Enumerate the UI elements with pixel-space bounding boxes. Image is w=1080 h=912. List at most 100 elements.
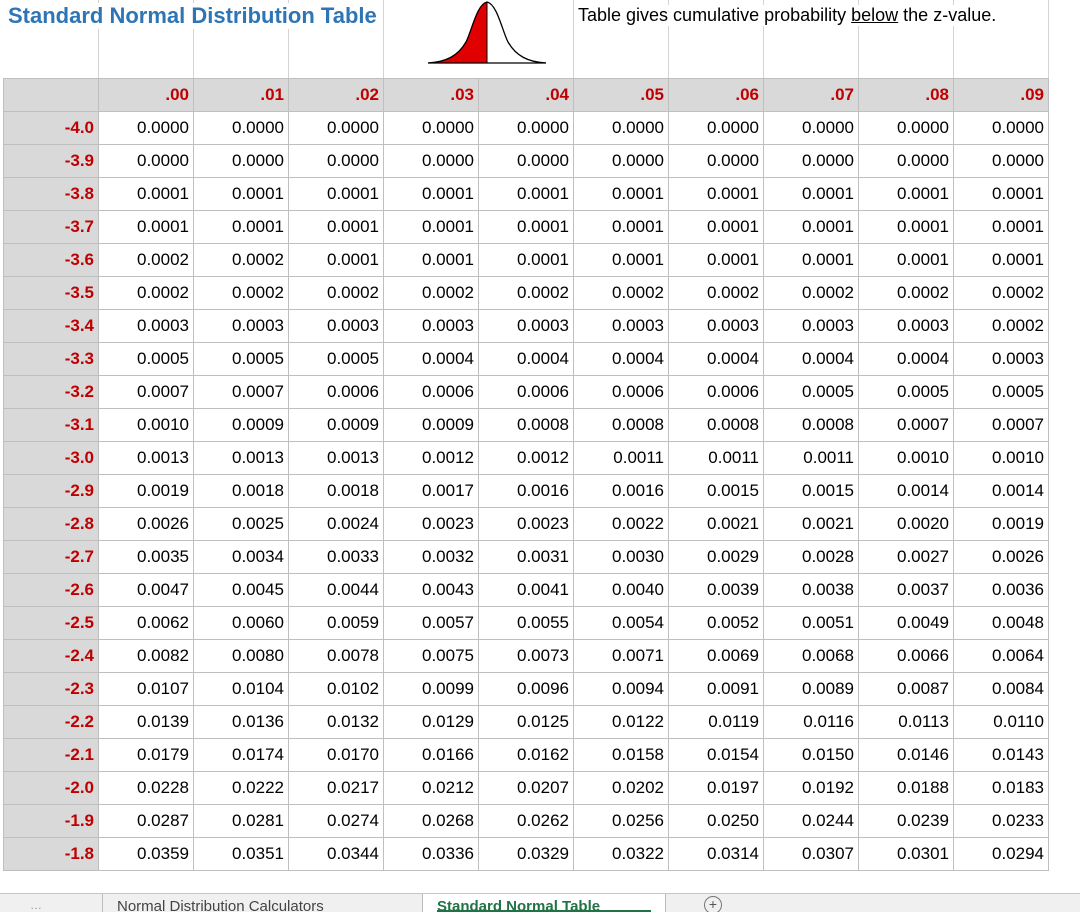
probability-cell[interactable]: 0.0010 — [98, 408, 194, 442]
probability-cell[interactable]: 0.0025 — [193, 507, 289, 541]
probability-cell[interactable]: 0.0054 — [573, 606, 669, 640]
probability-cell[interactable]: 0.0002 — [98, 243, 194, 277]
z-value-cell[interactable]: -2.6 — [3, 573, 99, 607]
probability-cell[interactable]: 0.0001 — [478, 177, 574, 211]
probability-cell[interactable]: 0.0004 — [763, 342, 859, 376]
probability-cell[interactable]: 0.0001 — [98, 210, 194, 244]
probability-cell[interactable]: 0.0008 — [478, 408, 574, 442]
probability-cell[interactable]: 0.0132 — [288, 705, 384, 739]
probability-cell[interactable]: 0.0239 — [858, 804, 954, 838]
probability-cell[interactable]: 0.0052 — [668, 606, 764, 640]
probability-cell[interactable]: 0.0150 — [763, 738, 859, 772]
probability-cell[interactable]: 0.0154 — [668, 738, 764, 772]
probability-cell[interactable]: 0.0009 — [288, 408, 384, 442]
probability-cell[interactable]: 0.0001 — [98, 177, 194, 211]
probability-cell[interactable]: 0.0047 — [98, 573, 194, 607]
z-value-cell[interactable]: -3.4 — [3, 309, 99, 343]
probability-cell[interactable]: 0.0102 — [288, 672, 384, 706]
probability-cell[interactable]: 0.0262 — [478, 804, 574, 838]
probability-cell[interactable]: 0.0110 — [953, 705, 1049, 739]
probability-cell[interactable]: 0.0104 — [193, 672, 289, 706]
probability-cell[interactable]: 0.0007 — [193, 375, 289, 409]
tab-normal-distribution-calculators[interactable]: Normal Distribution Calculators — [102, 894, 408, 912]
probability-cell[interactable]: 0.0001 — [288, 210, 384, 244]
z-value-cell[interactable]: -3.2 — [3, 375, 99, 409]
probability-cell[interactable]: 0.0040 — [573, 573, 669, 607]
probability-cell[interactable]: 0.0009 — [193, 408, 289, 442]
probability-cell[interactable]: 0.0301 — [858, 837, 954, 871]
probability-cell[interactable]: 0.0084 — [953, 672, 1049, 706]
probability-cell[interactable]: 0.0024 — [288, 507, 384, 541]
probability-cell[interactable]: 0.0016 — [478, 474, 574, 508]
probability-cell[interactable]: 0.0001 — [573, 243, 669, 277]
probability-cell[interactable]: 0.0018 — [193, 474, 289, 508]
z-value-cell[interactable]: -3.3 — [3, 342, 99, 376]
probability-cell[interactable]: 0.0146 — [858, 738, 954, 772]
probability-cell[interactable]: 0.0004 — [858, 342, 954, 376]
probability-cell[interactable]: 0.0048 — [953, 606, 1049, 640]
probability-cell[interactable]: 0.0006 — [383, 375, 479, 409]
z-value-cell[interactable]: -3.5 — [3, 276, 99, 310]
probability-cell[interactable]: 0.0001 — [573, 177, 669, 211]
probability-cell[interactable]: 0.0020 — [858, 507, 954, 541]
probability-cell[interactable]: 0.0001 — [383, 243, 479, 277]
probability-cell[interactable]: 0.0000 — [288, 111, 384, 145]
corner-cell[interactable] — [3, 78, 99, 112]
probability-cell[interactable]: 0.0009 — [383, 408, 479, 442]
probability-cell[interactable]: 0.0000 — [288, 144, 384, 178]
probability-cell[interactable]: 0.0075 — [383, 639, 479, 673]
probability-cell[interactable]: 0.0158 — [573, 738, 669, 772]
probability-cell[interactable]: 0.0129 — [383, 705, 479, 739]
probability-cell[interactable]: 0.0001 — [763, 177, 859, 211]
probability-cell[interactable]: 0.0060 — [193, 606, 289, 640]
probability-cell[interactable]: 0.0228 — [98, 771, 194, 805]
probability-cell[interactable]: 0.0023 — [478, 507, 574, 541]
probability-cell[interactable]: 0.0043 — [383, 573, 479, 607]
probability-cell[interactable]: 0.0026 — [98, 507, 194, 541]
probability-cell[interactable]: 0.0005 — [858, 375, 954, 409]
probability-cell[interactable]: 0.0003 — [668, 309, 764, 343]
z-value-cell[interactable]: -1.8 — [3, 837, 99, 871]
z-value-cell[interactable]: -3.7 — [3, 210, 99, 244]
probability-cell[interactable]: 0.0005 — [98, 342, 194, 376]
probability-cell[interactable]: 0.0017 — [383, 474, 479, 508]
probability-cell[interactable]: 0.0022 — [573, 507, 669, 541]
probability-cell[interactable]: 0.0001 — [763, 210, 859, 244]
z-value-cell[interactable]: -2.4 — [3, 639, 99, 673]
z-value-cell[interactable]: -3.6 — [3, 243, 99, 277]
probability-cell[interactable]: 0.0015 — [668, 474, 764, 508]
probability-cell[interactable]: 0.0001 — [383, 177, 479, 211]
probability-cell[interactable]: 0.0029 — [668, 540, 764, 574]
probability-cell[interactable]: 0.0217 — [288, 771, 384, 805]
probability-cell[interactable]: 0.0001 — [858, 210, 954, 244]
probability-cell[interactable]: 0.0314 — [668, 837, 764, 871]
probability-cell[interactable]: 0.0021 — [668, 507, 764, 541]
probability-cell[interactable]: 0.0170 — [288, 738, 384, 772]
probability-cell[interactable]: 0.0007 — [858, 408, 954, 442]
probability-cell[interactable]: 0.0087 — [858, 672, 954, 706]
probability-cell[interactable]: 0.0001 — [953, 210, 1049, 244]
probability-cell[interactable]: 0.0005 — [763, 375, 859, 409]
probability-cell[interactable]: 0.0000 — [98, 144, 194, 178]
probability-cell[interactable]: 0.0125 — [478, 705, 574, 739]
probability-cell[interactable]: 0.0344 — [288, 837, 384, 871]
column-header[interactable]: .06 — [668, 78, 764, 112]
probability-cell[interactable]: 0.0027 — [858, 540, 954, 574]
probability-cell[interactable]: 0.0082 — [98, 639, 194, 673]
probability-cell[interactable]: 0.0041 — [478, 573, 574, 607]
probability-cell[interactable]: 0.0001 — [858, 243, 954, 277]
probability-cell[interactable]: 0.0051 — [763, 606, 859, 640]
probability-cell[interactable]: 0.0069 — [668, 639, 764, 673]
probability-cell[interactable]: 0.0162 — [478, 738, 574, 772]
probability-cell[interactable]: 0.0000 — [573, 144, 669, 178]
probability-cell[interactable]: 0.0013 — [193, 441, 289, 475]
probability-cell[interactable]: 0.0000 — [573, 111, 669, 145]
probability-cell[interactable]: 0.0044 — [288, 573, 384, 607]
column-header[interactable]: .04 — [478, 78, 574, 112]
probability-cell[interactable]: 0.0197 — [668, 771, 764, 805]
probability-cell[interactable]: 0.0002 — [858, 276, 954, 310]
probability-cell[interactable]: 0.0001 — [668, 243, 764, 277]
probability-cell[interactable]: 0.0139 — [98, 705, 194, 739]
probability-cell[interactable]: 0.0005 — [288, 342, 384, 376]
probability-cell[interactable]: 0.0000 — [668, 144, 764, 178]
